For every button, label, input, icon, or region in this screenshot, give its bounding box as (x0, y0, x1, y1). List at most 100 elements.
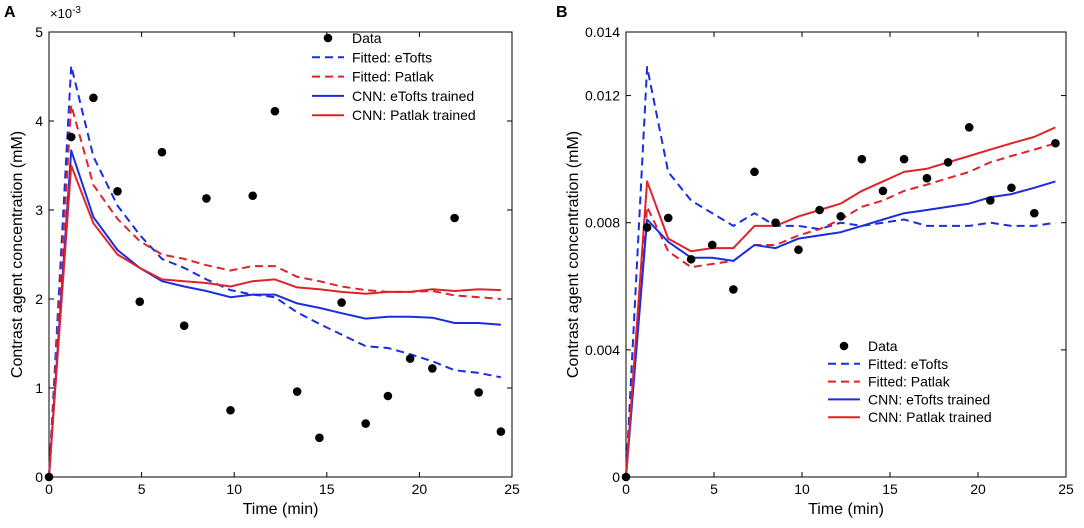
legend-item: Fitted: eTofts (312, 49, 432, 65)
y-tick-label: 0.012 (585, 88, 620, 104)
plot-frame (48, 31, 513, 478)
y-tick-label: 4 (35, 113, 43, 129)
data-point (642, 223, 652, 232)
data-point (729, 285, 738, 294)
data-point (315, 433, 324, 443)
legend-item: Data (323, 30, 382, 46)
data-point (857, 154, 867, 164)
legend-label: CNN: Patlak trained (868, 409, 992, 425)
data-point (450, 213, 459, 223)
data-point (44, 472, 54, 482)
panel-label: B (556, 4, 568, 21)
x-axis-label: Time (min) (808, 501, 884, 518)
x-tick-label: 5 (138, 481, 146, 497)
data-point (922, 173, 932, 183)
data-point (292, 387, 302, 396)
series-line-fitted-patlak (48, 104, 501, 478)
data-point (878, 186, 888, 196)
data-point (663, 213, 673, 223)
panel-label: A (4, 4, 16, 21)
legend-item: CNN: eTofts trained (312, 88, 474, 104)
legend-label: Data (352, 30, 382, 46)
y-tick-label: 2 (35, 291, 43, 307)
x-tick-label: 5 (710, 481, 718, 497)
data-point (226, 405, 235, 415)
data-point (815, 205, 824, 215)
x-axis-label: Time (min) (243, 501, 319, 518)
panel-a: A 0 5 10 15 20 25 0 1 2 3 4 5 ×10-3 Time (min) Contrast… (4, 4, 520, 518)
data-point (794, 245, 803, 255)
data-point (1051, 138, 1060, 148)
data-point (383, 391, 393, 401)
legend-item: CNN: Patlak trained (828, 409, 992, 425)
panel-b: B 0 5 10 15 20 25 0 0.004 0.008 0.012 0.014 Time (mi… (556, 4, 1074, 518)
legend: Data Fitted: eTofts Fitted: Patlak CNN: eTo… (312, 30, 476, 123)
x-tick-label: 15 (319, 481, 335, 497)
x-tick-label: 25 (504, 481, 520, 497)
y-axis-label: Contrast agent concentration (mM) (565, 131, 582, 378)
data-point (964, 123, 974, 132)
y-tick-label: 0.014 (585, 24, 620, 40)
y-tick-label: 0.004 (585, 342, 620, 358)
x-tick-label: 20 (970, 481, 986, 497)
series-line-cnn-patlak-trained (625, 126, 1056, 478)
data-point (157, 147, 167, 157)
series-line-cnn-etofts-trained (625, 180, 1056, 478)
y-tick-label: 0.008 (585, 215, 620, 231)
data-point (135, 297, 145, 306)
legend-item: Fitted: Patlak (312, 69, 435, 85)
legend-item: Fitted: Patlak (828, 374, 951, 390)
legend-item: CNN: eTofts trained (828, 391, 990, 407)
data-point (496, 427, 506, 436)
data-point (1007, 183, 1016, 193)
data-point (771, 218, 780, 228)
series-line-cnn-patlak-trained (48, 164, 501, 478)
legend-label: Fitted: Patlak (868, 374, 951, 390)
data-point (248, 191, 258, 201)
data-point (1030, 208, 1039, 218)
x-tick-label: 15 (882, 481, 898, 497)
y-tick-label: 0 (35, 469, 43, 485)
data-point (89, 93, 98, 103)
data-point (428, 364, 437, 373)
legend-label: CNN: eTofts trained (352, 88, 474, 104)
legend-item: Data (839, 338, 898, 354)
data-point (202, 194, 211, 203)
x-tick-label: 0 (622, 481, 630, 497)
y-tick-label: 0 (612, 469, 620, 485)
data-point (899, 154, 909, 164)
data-point (986, 196, 995, 205)
plot-frame (625, 31, 1067, 478)
legend-label: Fitted: eTofts (352, 49, 432, 65)
y-axis-multiplier-exponent: -3 (72, 5, 81, 16)
legend-item: CNN: Patlak trained (312, 107, 476, 123)
data-point (943, 158, 953, 167)
data-point (707, 240, 717, 250)
data-point (270, 106, 280, 116)
x-tick-label: 10 (794, 481, 810, 497)
series-line-fitted-etofts (48, 64, 502, 478)
legend-marker (323, 33, 333, 43)
data-point (113, 187, 122, 196)
y-axis-multiplier: ×10-3 (50, 5, 81, 21)
data-point (474, 388, 483, 397)
x-tick-label: 25 (1058, 481, 1074, 497)
y-tick-label: 5 (35, 24, 43, 40)
y-tick-label: 3 (35, 202, 43, 218)
data-point (686, 254, 696, 264)
y-tick-label: 1 (35, 380, 43, 396)
x-tick-label: 10 (226, 481, 242, 497)
legend-item: Fitted: eTofts (828, 356, 948, 372)
data-point (361, 419, 370, 428)
x-tick-label: 20 (412, 481, 428, 497)
legend-marker (839, 341, 849, 351)
legend-label: CNN: Patlak trained (352, 107, 476, 123)
series-line-fitted-etofts (625, 66, 1056, 478)
data-point (621, 472, 631, 482)
y-axis-label: Contrast agent concentration (mM) (9, 131, 26, 378)
legend-label: Data (868, 338, 898, 354)
data-point (179, 321, 189, 331)
legend-label: Fitted: eTofts (868, 356, 948, 372)
